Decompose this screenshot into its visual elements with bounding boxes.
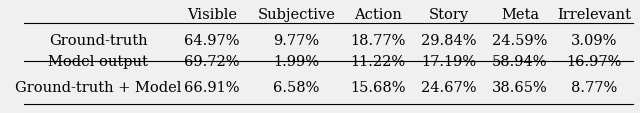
Text: Irrelevant: Irrelevant xyxy=(557,8,632,22)
Text: Meta: Meta xyxy=(501,8,539,22)
Text: Ground-truth: Ground-truth xyxy=(49,34,148,47)
Text: 38.65%: 38.65% xyxy=(492,80,548,94)
Text: Action: Action xyxy=(354,8,402,22)
Text: Story: Story xyxy=(429,8,469,22)
Text: 1.99%: 1.99% xyxy=(273,54,319,68)
Text: 29.84%: 29.84% xyxy=(421,34,477,47)
Text: 64.97%: 64.97% xyxy=(184,34,239,47)
Text: 16.97%: 16.97% xyxy=(566,54,622,68)
Text: Visible: Visible xyxy=(187,8,237,22)
Text: 8.77%: 8.77% xyxy=(572,80,618,94)
Text: 17.19%: 17.19% xyxy=(421,54,476,68)
Text: 24.59%: 24.59% xyxy=(492,34,548,47)
Text: Subjective: Subjective xyxy=(257,8,335,22)
Text: Model output: Model output xyxy=(49,54,148,68)
Text: Ground-truth + Model: Ground-truth + Model xyxy=(15,80,182,94)
Text: 58.94%: 58.94% xyxy=(492,54,548,68)
Text: 18.77%: 18.77% xyxy=(350,34,405,47)
Text: 24.67%: 24.67% xyxy=(421,80,477,94)
Text: 11.22%: 11.22% xyxy=(350,54,405,68)
Text: 3.09%: 3.09% xyxy=(571,34,618,47)
Text: 66.91%: 66.91% xyxy=(184,80,239,94)
Text: 69.72%: 69.72% xyxy=(184,54,239,68)
Text: 9.77%: 9.77% xyxy=(273,34,319,47)
Text: 15.68%: 15.68% xyxy=(350,80,406,94)
Text: 6.58%: 6.58% xyxy=(273,80,319,94)
